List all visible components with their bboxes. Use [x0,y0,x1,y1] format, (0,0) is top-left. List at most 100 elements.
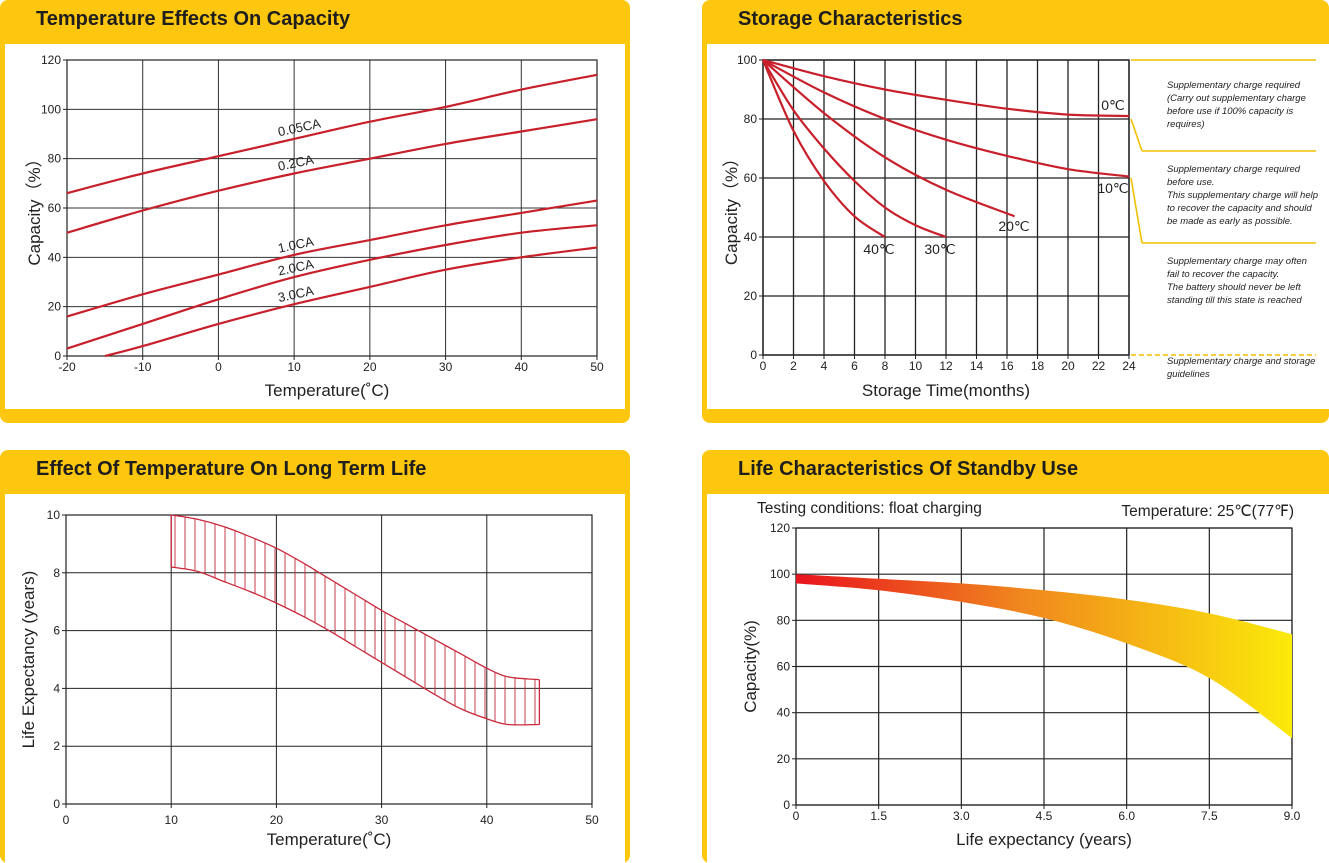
guideline-note-line: The battery should never be left [1167,282,1301,293]
y-tick-label: 20 [48,300,62,314]
y-tick-label: 40 [777,706,791,720]
y-tick-label: 20 [744,289,758,303]
y-tick-label: 60 [744,171,758,185]
y-axis-title: Life Expectancy (years) [19,571,38,749]
x-tick-label: 10 [165,813,179,827]
x-tick-label: 1.5 [870,809,887,823]
life-band-fill [171,515,540,725]
x-tick-label: 24 [1122,359,1136,373]
x-tick-label: 0 [63,813,70,827]
guideline-bracket [1130,177,1143,244]
x-tick-label: 40 [515,360,529,374]
x-tick-label: 22 [1092,359,1106,373]
series-label: 30℃ [924,241,955,257]
y-axis-title: Capacity(%) [741,620,760,713]
x-tick-label: 18 [1031,359,1045,373]
series-line-10℃ [762,59,1130,178]
x-tick-label: 4.5 [1036,809,1053,823]
x-tick-label: 50 [585,813,599,827]
guideline-note-line: be made as early as possible. [1167,216,1293,227]
y-tick-label: 100 [41,102,61,116]
x-tick-label: 6.0 [1118,809,1135,823]
panel-body [707,44,1329,409]
panel-title: Temperature Effects On Capacity [36,8,351,30]
x-tick-label: 16 [1000,359,1014,373]
series-label: 0.2CA [277,152,316,174]
guideline-note-line: guidelines [1167,369,1210,380]
x-tick-label: 6 [851,359,858,373]
guideline-note-line: standing till this state is reached [1167,295,1302,306]
y-axis-title: Capacity（%） [722,150,741,265]
plot-frame [65,514,593,805]
x-tick-label: 20 [363,360,377,374]
series-line-3-0CA [104,246,598,358]
series-label: 1.0CA [277,233,316,255]
panel-long-term-life: Effect Of Temperature On Long Term Life [0,450,630,863]
guideline-note-line: fail to recover the capacity. [1167,269,1279,280]
capacity-band [796,574,1292,739]
x-tick-label: 20 [270,813,284,827]
y-tick-label: 8 [53,566,60,580]
panel-title: Life Characteristics Of Standby Use [738,458,1079,480]
x-axis-title: Life expectancy (years) [956,830,1132,849]
y-tick-label: 120 [41,53,61,67]
panel-title: Storage Characteristics [738,8,963,30]
x-axis-title: Temperature(˚C) [265,381,390,400]
life-band-upper [171,514,540,681]
y-tick-label: 4 [53,681,60,695]
y-axis-title: Capacity（%） [25,150,44,265]
temperature-label: Temperature: 25℃(77℉) [1121,503,1294,520]
x-tick-label: 8 [882,359,889,373]
y-tick-label: 80 [48,152,62,166]
y-tick-label: 60 [48,201,62,215]
life-band-lower [171,566,540,726]
x-tick-label: 3.0 [953,809,970,823]
y-tick-label: 0 [750,348,757,362]
x-tick-label: 10 [909,359,923,373]
x-axis-title: Temperature(˚C) [267,830,392,849]
x-tick-label: 7.5 [1201,809,1218,823]
x-tick-label: -20 [58,360,76,374]
series-label: 3.0CA [277,283,316,305]
series-line-20℃ [762,59,1015,218]
panel-title: Effect Of Temperature On Long Term Life [36,458,427,480]
series-line-2-0CA [66,224,598,350]
x-tick-label: 0 [215,360,222,374]
testing-conditions-label: Testing conditions: float charging [757,500,982,517]
x-tick-label: 20 [1061,359,1075,373]
guideline-note: Supplementary charge required before use.… [1167,164,1318,227]
y-tick-label: 2 [53,739,60,753]
guideline-note-line: before use. [1167,177,1215,188]
guideline-note-line: (Carry out supplementary charge [1167,93,1306,104]
x-tick-label: 9.0 [1284,809,1301,823]
x-tick-label: 10 [287,360,301,374]
series-line-0-2CA [66,118,598,234]
guideline-note-line: Supplementary charge required [1167,80,1301,91]
guideline-note-line: to recover the capacity and should [1167,203,1312,214]
series-line-1-0CA [66,199,598,318]
series-label: 0℃ [1101,97,1125,113]
y-tick-label: 0 [53,797,60,811]
x-tick-label: 12 [939,359,953,373]
x-tick-label: -10 [134,360,152,374]
y-tick-label: 40 [48,250,62,264]
y-tick-label: 20 [777,752,791,766]
series-label: 40℃ [863,241,894,257]
series-label: 10℃ [1097,180,1128,196]
x-tick-label: 30 [375,813,389,827]
series-label: 2.0CA [277,256,316,278]
series-line-0℃ [762,58,1130,118]
x-tick-label: 0 [793,809,800,823]
y-tick-label: 60 [777,660,791,674]
series-line-40℃ [761,59,886,238]
guideline-note: Supplementary charge required (Carry out … [1167,80,1306,130]
series-line-30℃ [762,59,947,239]
y-tick-label: 100 [770,567,790,581]
guideline-bracket [1130,118,1143,152]
guideline-note-line: Supplementary charge may often [1167,256,1307,267]
series-label: 20℃ [998,218,1029,234]
x-axis-title: Storage Time(months) [862,381,1030,400]
guideline-note-line: Supplementary charge and storage [1167,356,1315,367]
x-tick-label: 50 [590,360,604,374]
